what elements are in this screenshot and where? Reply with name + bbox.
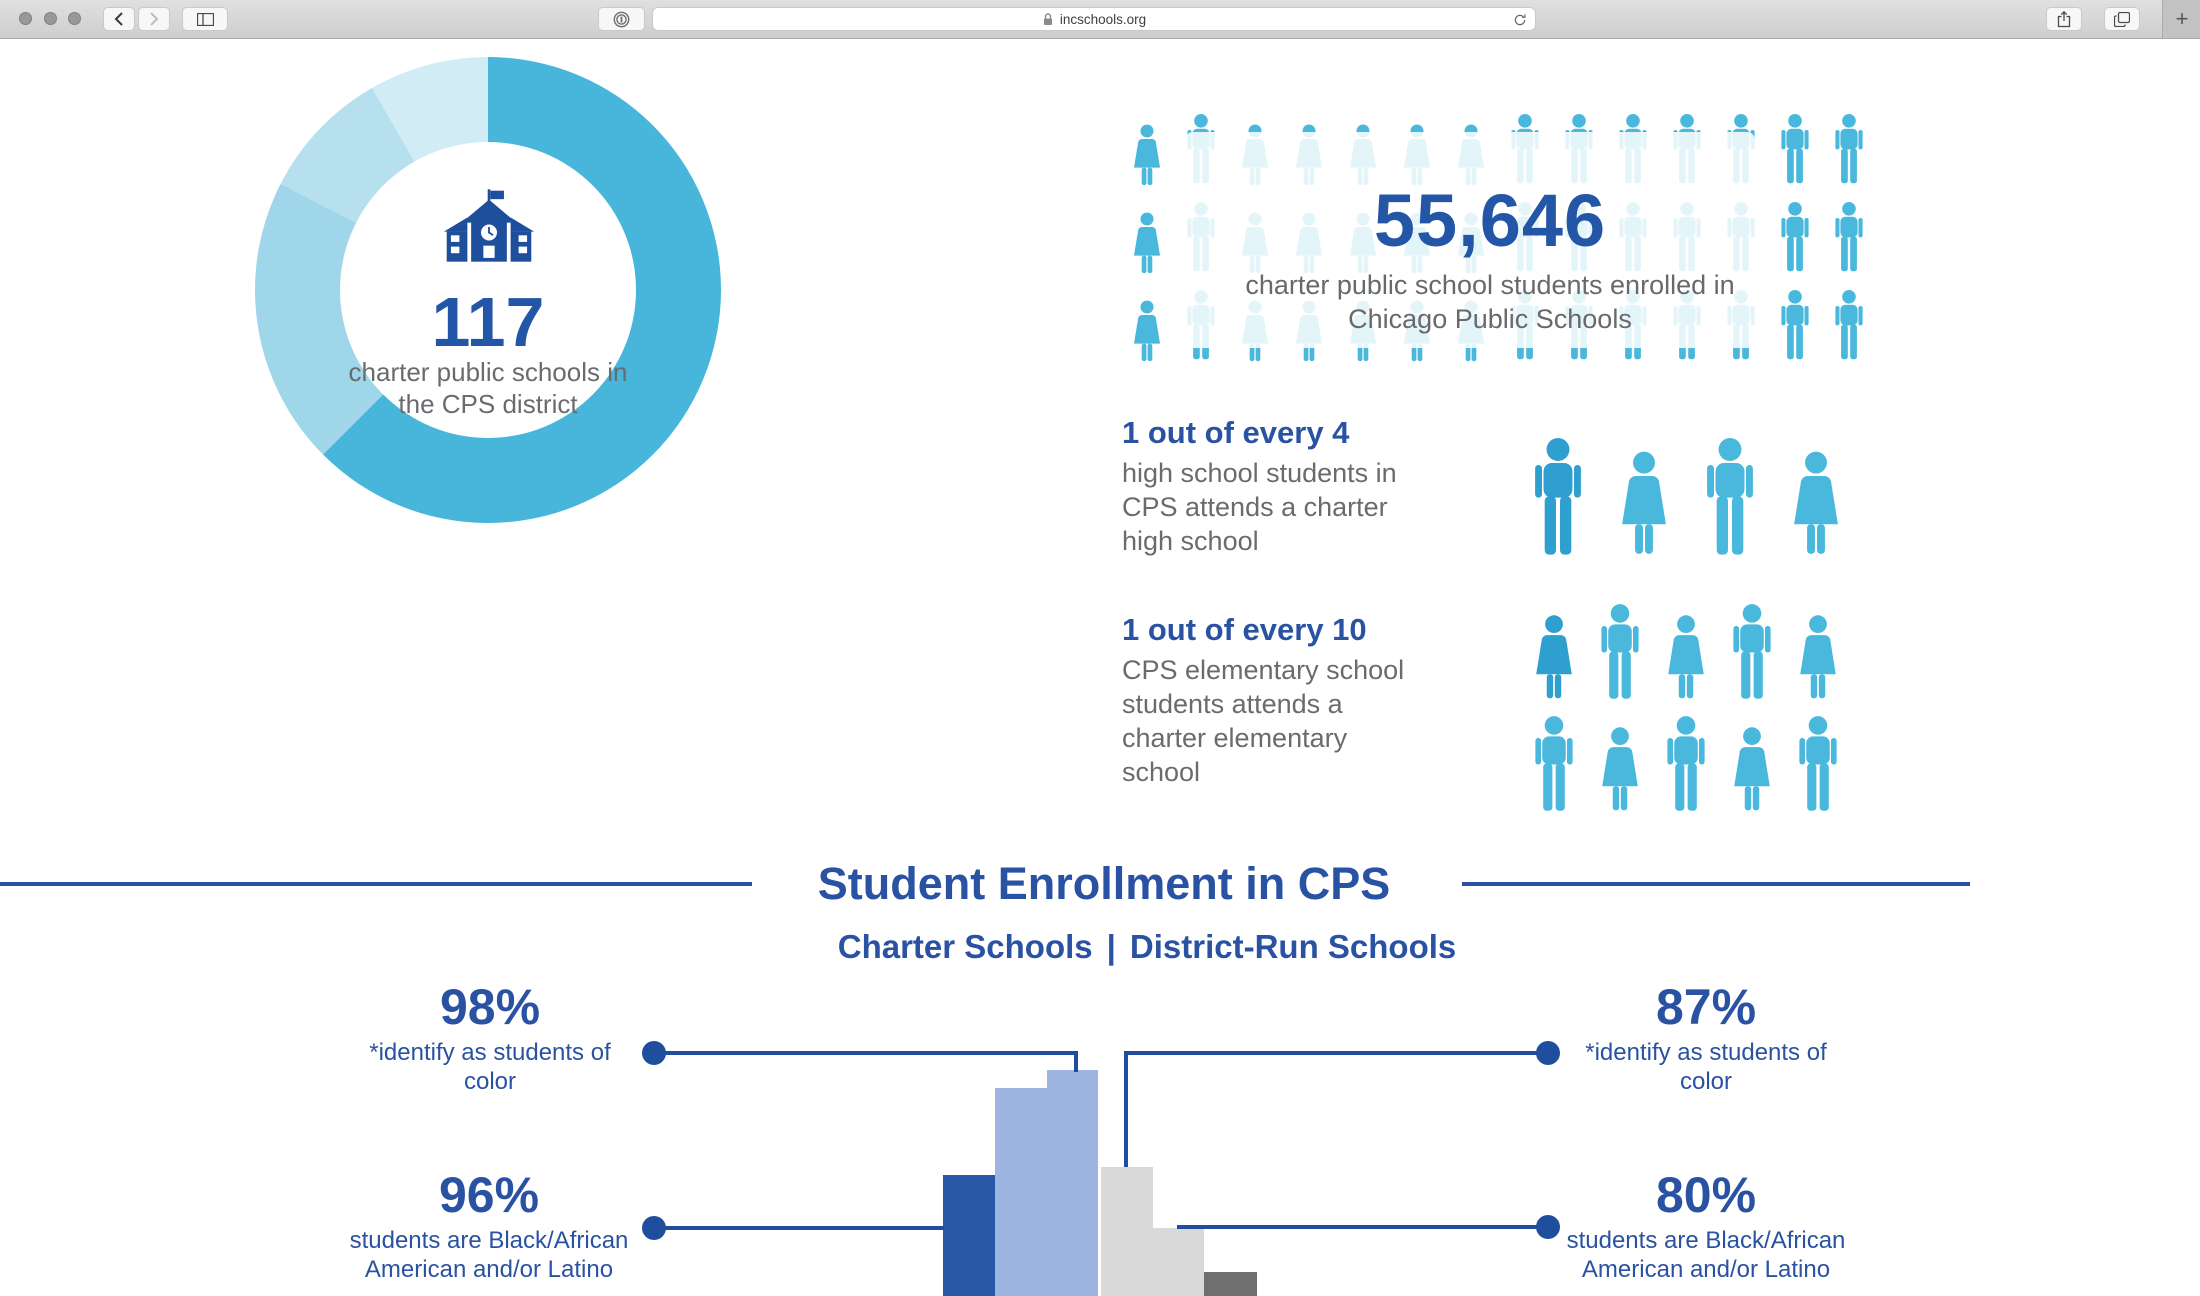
stat-value: 80% <box>1655 1167 1757 1223</box>
students-count: 55,646 <box>1373 179 1607 262</box>
person-icon-male <box>1526 424 1590 575</box>
person-icon-female <box>1726 712 1778 831</box>
callout-line <box>1074 1051 1078 1072</box>
person-icon-female <box>1128 112 1166 203</box>
schools-caption: charter public schools in the CPS distric… <box>308 356 668 420</box>
pictogram-text-panel <box>1185 132 1755 348</box>
url-text: incschools.org <box>1059 11 1147 27</box>
stat-value: 87% <box>1655 979 1757 1035</box>
callout-line <box>1124 1051 1548 1055</box>
person-icon-male <box>1792 707 1844 826</box>
ratio-4-title: 1 out of every 4 <box>1122 415 1350 450</box>
person-icon-male <box>1528 707 1580 826</box>
person-icon-male <box>1726 595 1778 714</box>
divider-line <box>1462 882 1970 886</box>
bar <box>943 1175 995 1296</box>
person-icon-male <box>1660 707 1712 826</box>
text-line: charter public schools in <box>348 357 628 387</box>
lock-icon <box>1042 12 1054 26</box>
text-line: Chicago Public Schools <box>1348 304 1632 334</box>
tab-overview-button[interactable] <box>2104 7 2140 31</box>
reload-button[interactable] <box>1511 11 1529 29</box>
browser-toolbar: incschools.org <box>0 0 2200 39</box>
section-heading: Student Enrollment in CPS <box>817 858 1391 909</box>
stat-value: 96% <box>438 1167 540 1223</box>
students-caption: charter public school students enrolled … <box>1110 268 1870 336</box>
ratio-10-body: CPS elementary school students attends a c… <box>1122 653 1422 789</box>
person-icon-female <box>1612 430 1676 581</box>
text-line: high school students in <box>1122 458 1397 488</box>
ratio-10-title: 1 out of every 10 <box>1122 612 1367 647</box>
stat-charter-students-of-color: 98% *identify as students of color <box>369 982 610 1096</box>
callout-line <box>654 1051 1078 1055</box>
callout-line <box>1177 1225 1548 1229</box>
person-icon-male <box>1776 194 1814 285</box>
password-extension-button[interactable] <box>598 7 645 31</box>
person-icon-male <box>1776 106 1814 197</box>
person-icon-female <box>1528 600 1580 719</box>
share-icon <box>2057 10 2071 28</box>
bar <box>1101 1167 1153 1296</box>
ratio-4-body: high school students in CPS attends a cha… <box>1122 456 1422 558</box>
stat-district-students-of-color: 87% *identify as students of color <box>1585 982 1826 1096</box>
new-tab-button[interactable]: + <box>2162 0 2200 38</box>
bar <box>1153 1228 1204 1296</box>
sidebar-icon <box>196 12 214 26</box>
stat-label: students are Black/African American and/o… <box>1566 1227 1846 1283</box>
person-icon-male <box>1698 424 1762 575</box>
close-button[interactable] <box>19 12 32 25</box>
person-icon-female <box>1128 200 1166 291</box>
minimize-button[interactable] <box>44 12 57 25</box>
password-extension-icon <box>613 11 630 28</box>
person-icon-male <box>1594 595 1646 714</box>
forward-button[interactable] <box>138 7 170 31</box>
subheading-divider: | <box>1106 928 1116 965</box>
sidebar-button[interactable] <box>182 7 228 31</box>
share-button[interactable] <box>2046 7 2082 31</box>
text-line: CPS elementary school <box>1122 655 1405 685</box>
person-icon-female <box>1784 430 1848 581</box>
text-line: school <box>1122 757 1201 787</box>
bar <box>1047 1070 1098 1296</box>
subheading-charter: Charter Schools <box>837 928 1093 965</box>
plus-icon: + <box>2175 6 2189 31</box>
back-button[interactable] <box>103 7 135 31</box>
stat-label: *identify as students of color <box>369 1039 611 1095</box>
stat-label: students are Black/African American and/o… <box>349 1227 629 1283</box>
text-line: charter public school students enrolled … <box>1245 270 1735 300</box>
subheading-district: District-Run Schools <box>1129 928 1457 965</box>
section-subheading: Charter Schools | District-Run Schools <box>838 928 1457 966</box>
text-line: CPS attends a charter <box>1122 492 1388 522</box>
stat-charter-black-latino: 96% students are Black/African American an… <box>350 1170 629 1284</box>
person-icon-female <box>1792 600 1844 719</box>
text-line: the CPS district <box>398 389 578 419</box>
text-line: charter elementary <box>1122 723 1348 753</box>
text-line: students attends a <box>1122 689 1343 719</box>
callout-line <box>654 1226 944 1230</box>
person-icon-male <box>1830 106 1868 197</box>
text-line: high school <box>1122 526 1259 556</box>
person-icon-male <box>1830 194 1868 285</box>
bar <box>995 1088 1047 1296</box>
zoom-button[interactable] <box>68 12 81 25</box>
school-icon <box>442 188 536 267</box>
schools-count: 117 <box>431 283 545 361</box>
address-bar[interactable]: incschools.org <box>652 7 1536 31</box>
person-icon-female <box>1594 712 1646 831</box>
forward-icon <box>149 12 159 26</box>
person-icon-female <box>1128 288 1166 379</box>
stat-district-black-latino: 80% students are Black/African American an… <box>1567 1170 1846 1284</box>
divider-line <box>0 882 752 886</box>
stat-label: *identify as students of color <box>1585 1039 1827 1095</box>
callout-line <box>1124 1051 1128 1167</box>
person-icon-male <box>1830 282 1868 373</box>
person-icon-male <box>1776 282 1814 373</box>
person-icon-female <box>1660 600 1712 719</box>
tabs-icon <box>2114 11 2130 27</box>
stat-value: 98% <box>439 979 541 1035</box>
bar <box>1204 1272 1257 1296</box>
back-icon <box>114 12 124 26</box>
